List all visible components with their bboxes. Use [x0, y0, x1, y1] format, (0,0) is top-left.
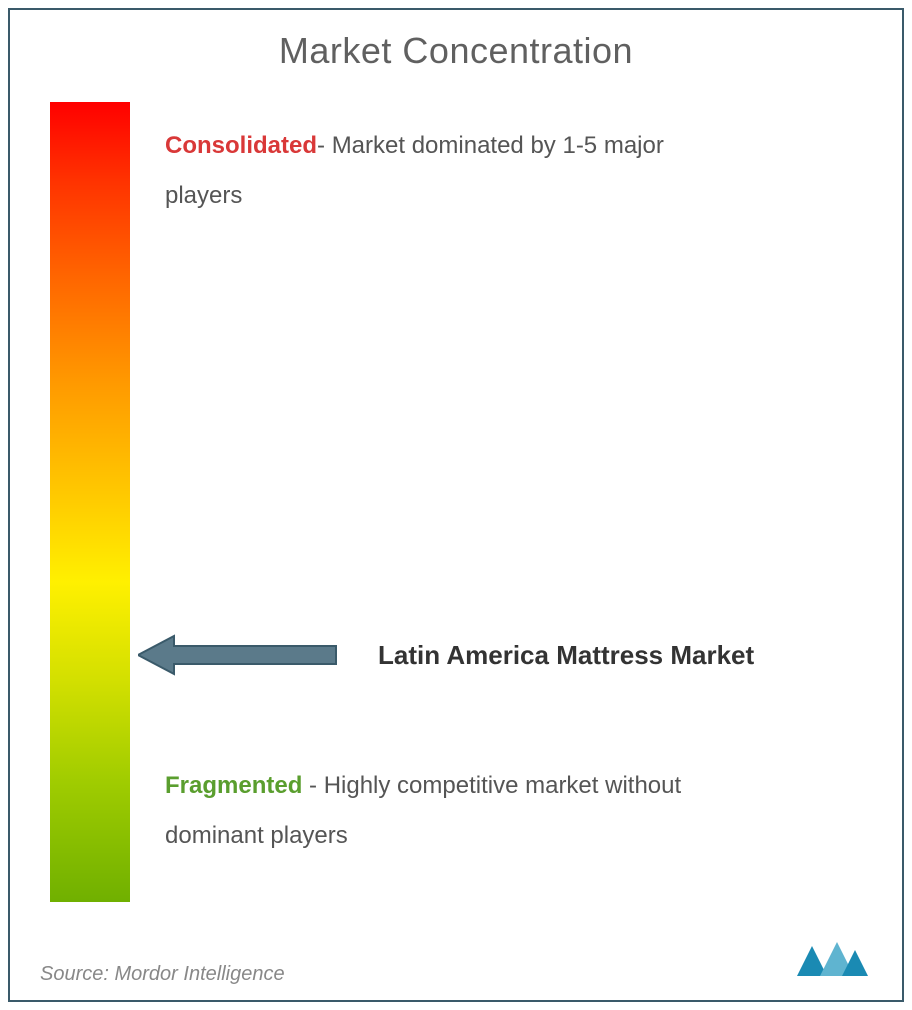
- fragmented-text-1: - Highly competitive market without: [302, 772, 681, 799]
- concentration-gradient-bar: [50, 102, 130, 902]
- mordor-logo-icon: [792, 936, 872, 986]
- market-name-label: Latin America Mattress Market: [378, 640, 754, 671]
- footer: Source: Mordor Intelligence: [40, 936, 872, 986]
- arrow-shape: [138, 636, 336, 674]
- fragmented-text-2: dominant players: [165, 822, 872, 850]
- consolidated-text-2: players: [165, 182, 872, 210]
- consolidated-description: Consolidated- Market dominated by 1-5 ma…: [165, 132, 872, 210]
- fragmented-description: Fragmented - Highly competitive market w…: [165, 772, 872, 850]
- market-pointer-row: Latin America Mattress Market: [138, 632, 754, 678]
- arrow-left-icon: [138, 632, 338, 678]
- consolidated-text-1: - Market dominated by 1-5 major: [317, 132, 664, 159]
- consolidated-line1: Consolidated- Market dominated by 1-5 ma…: [165, 132, 872, 160]
- fragmented-line1: Fragmented - Highly competitive market w…: [165, 772, 872, 800]
- content-area: Consolidated- Market dominated by 1-5 ma…: [10, 102, 902, 922]
- fragmented-label: Fragmented: [165, 772, 302, 799]
- consolidated-label: Consolidated: [165, 132, 317, 159]
- diagram-frame: Market Concentration Consolidated- Marke…: [8, 8, 904, 1002]
- source-attribution: Source: Mordor Intelligence: [40, 963, 285, 986]
- chart-title: Market Concentration: [10, 30, 902, 72]
